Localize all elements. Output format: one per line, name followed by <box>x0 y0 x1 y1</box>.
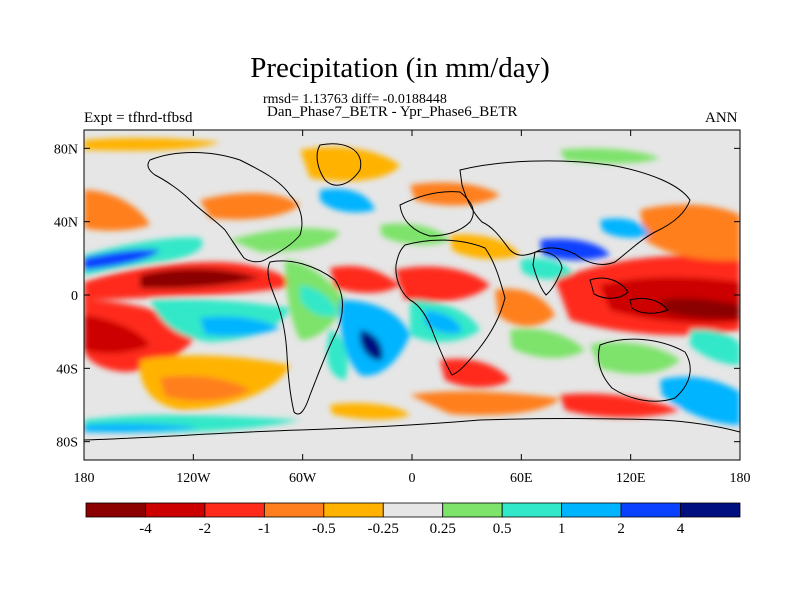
stats-line: rmsd= 1.13763 diff= -0.0188448 <box>263 92 447 107</box>
region-wet <box>326 330 348 380</box>
coast-europe <box>399 191 474 237</box>
region-dry <box>640 204 740 261</box>
region-very-wet <box>600 218 650 238</box>
region-very-wet <box>200 316 280 336</box>
colorbar-label: 0.5 <box>493 521 512 537</box>
region-dry <box>84 190 150 231</box>
season-label: ANN <box>705 110 738 126</box>
colorbar-label: -2 <box>199 521 212 537</box>
coast-asia <box>459 160 691 265</box>
colorbar-label: -0.25 <box>368 521 399 537</box>
lon-tick-label: 120E <box>616 471 646 486</box>
region-very-wet <box>84 423 200 433</box>
coast-antarctica <box>84 418 740 441</box>
region-wet <box>590 342 680 374</box>
longitude-axis: 180 120W 60W 0 60E 120E 180 <box>74 130 751 486</box>
region-dry <box>395 266 490 302</box>
region-dry <box>84 137 220 151</box>
colorbar-swatch <box>382 502 444 518</box>
region-very-wet <box>84 249 160 270</box>
colorbar <box>85 502 741 518</box>
colorbar-swatch <box>323 502 384 518</box>
colorbar-swatch <box>442 502 503 518</box>
colorbar-label: 0.25 <box>430 521 456 537</box>
lon-tick-label: 0 <box>409 471 416 486</box>
colorbar-swatch <box>204 502 265 518</box>
region-wet <box>510 328 585 359</box>
region-wet <box>380 223 450 245</box>
plot-title: Precipitation (in mm/day) <box>250 52 550 84</box>
colorbar-label: 4 <box>677 521 685 537</box>
region-dry <box>450 234 520 260</box>
lat-tick-label: 40N <box>54 216 78 231</box>
region-extreme-wet <box>360 330 383 361</box>
coast-indonesia <box>589 277 629 299</box>
region-very-dry <box>84 315 150 354</box>
colorbar-swatch <box>145 502 206 518</box>
region-dry <box>330 403 410 420</box>
region-extreme-dry <box>660 298 740 319</box>
latitude-axis: 80N 40N 0 40S 80S <box>54 142 740 451</box>
coast-greenland <box>316 143 362 186</box>
region-wet <box>690 329 740 365</box>
lat-tick-label: 0 <box>71 289 78 304</box>
lon-tick-label: 60E <box>510 471 533 486</box>
lat-tick-label: 40S <box>56 362 78 377</box>
colorbar-label: -4 <box>139 521 152 537</box>
map-field <box>84 130 740 460</box>
coast-south-america <box>267 260 343 415</box>
coast-india <box>532 251 563 296</box>
colorbar-swatch <box>620 502 681 518</box>
colorbar-swatch <box>85 502 146 518</box>
colorbar-label: 1 <box>558 521 566 537</box>
colorbar-swatch <box>501 502 563 518</box>
region-very-wet <box>540 238 610 261</box>
region-wet <box>300 285 338 317</box>
experiment-label: Expt = tfhrd-tfbsd <box>84 110 193 126</box>
coastlines <box>84 143 740 441</box>
region-dry <box>330 265 400 293</box>
region-wet <box>230 228 340 252</box>
region-dry <box>160 375 250 401</box>
region-dry <box>410 182 500 206</box>
lat-tick-label: 80S <box>56 436 78 451</box>
region-dry <box>200 193 300 220</box>
colorbar-swatch <box>561 502 622 518</box>
coast-north-america <box>147 152 303 263</box>
region-dry <box>410 391 560 416</box>
region-very-wet <box>660 376 740 425</box>
region-dry <box>300 146 400 182</box>
colorbar-swatch <box>263 502 325 518</box>
colorbar-label: 2 <box>617 521 625 537</box>
colorbar-label: -0.5 <box>312 521 336 537</box>
region-very-dry <box>140 268 260 289</box>
lon-tick-label: 180 <box>730 471 751 486</box>
plot-subtitle: Dan_Phase7_BETR - Ypr_Phase6_BETR <box>267 104 518 120</box>
region-wet <box>560 148 660 164</box>
colorbar-labels: -4 -2 -1 -0.5 -0.25 0.25 0.5 1 2 4 <box>139 521 685 537</box>
region-dry <box>495 288 555 327</box>
coast-africa <box>395 239 506 376</box>
region-dry <box>440 358 510 388</box>
coast-new-guinea <box>629 297 669 314</box>
region-very-wet <box>425 310 462 334</box>
lon-tick-label: 180 <box>74 471 95 486</box>
region-wet <box>520 258 575 280</box>
coast-australia <box>598 338 691 402</box>
region-dry <box>560 393 680 418</box>
region-very-wet <box>320 188 375 213</box>
colorbar-label: -1 <box>258 521 271 537</box>
lat-tick-label: 80N <box>54 142 78 157</box>
colorbar-swatch <box>680 502 741 518</box>
lon-tick-label: 120W <box>176 471 211 486</box>
lon-tick-label: 60W <box>289 471 317 486</box>
